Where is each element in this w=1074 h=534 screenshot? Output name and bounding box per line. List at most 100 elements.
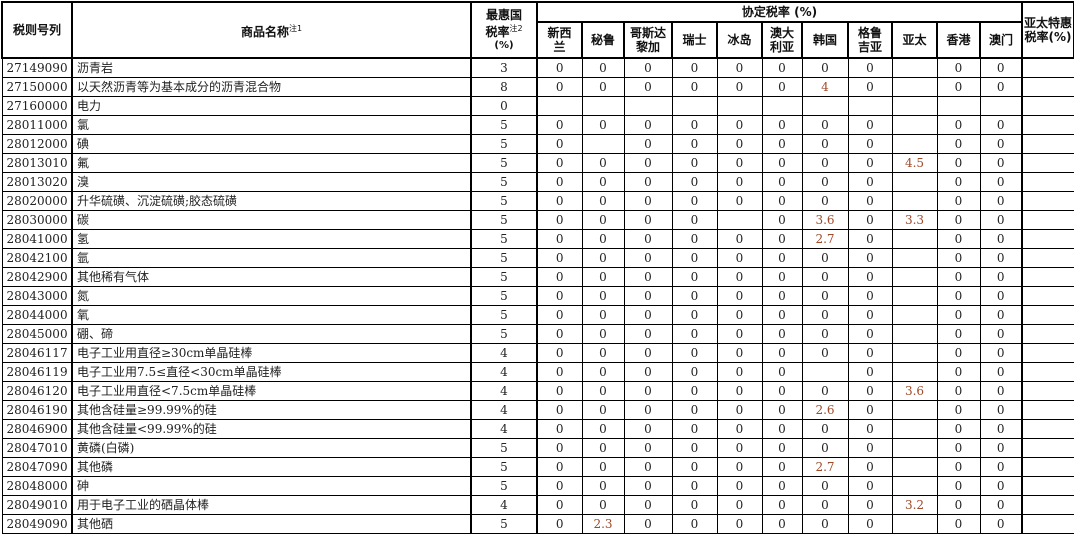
tariff-code: 28012000 <box>1 134 73 154</box>
agreement-rate: 0 <box>979 134 1023 154</box>
apta-special-rate <box>1021 115 1074 135</box>
agreement-rate <box>761 96 803 116</box>
agreement-rate: 0 <box>936 400 981 420</box>
product-name: 溴 <box>71 172 472 192</box>
agreement-rate: 0 <box>761 324 803 344</box>
agreement-rate: 0 <box>716 438 763 458</box>
mfn-rate: 5 <box>470 286 538 306</box>
tariff-code: 28041000 <box>1 229 73 249</box>
agreement-rate: 0 <box>671 400 718 420</box>
agreement-rate: 0 <box>671 191 718 211</box>
agreement-rate: 0 <box>761 514 803 534</box>
mfn-rate: 5 <box>470 172 538 192</box>
agreement-rate: 0 <box>671 267 718 287</box>
table-row: 28046117 电子工业用直径≥30cm单晶硅棒 4 0 0 0 0 0 0 0 0 0 0 <box>1 343 1074 363</box>
agreement-rate: 0 <box>801 267 849 287</box>
header-country: 哥斯达黎加 <box>623 21 673 59</box>
agreement-rate: 0 <box>671 210 718 230</box>
agreement-rate <box>891 229 938 249</box>
agreement-rate: 0 <box>979 57 1023 78</box>
agreement-rate: 0 <box>936 267 981 287</box>
agreement-rate: 0 <box>536 77 583 97</box>
agreement-rate: 0 <box>936 134 981 154</box>
agreement-rate: 0 <box>847 514 893 534</box>
agreement-rate: 0 <box>536 191 583 211</box>
mfn-rate: 5 <box>470 476 538 496</box>
agreement-rate <box>979 96 1023 116</box>
table-row: 27160000 电力 0 <box>1 96 1074 116</box>
mfn-rate: 5 <box>470 134 538 154</box>
agreement-rate: 0 <box>801 476 849 496</box>
table-row: 28047090 其他磷 5 0 0 0 0 0 0 2.7 0 0 0 <box>1 457 1074 477</box>
agreement-rate: 0 <box>623 324 673 344</box>
agreement-rate: 0 <box>536 172 583 192</box>
header-mfn-line2-text: 税率 <box>485 24 510 39</box>
agreement-rate: 0 <box>761 191 803 211</box>
agreement-rate: 0 <box>671 343 718 363</box>
agreement-rate: 0 <box>979 381 1023 401</box>
agreement-rate: 3.3 <box>891 210 938 230</box>
agreement-rate: 0 <box>671 476 718 496</box>
agreement-rate: 0 <box>581 438 625 458</box>
agreement-rate: 0 <box>536 419 583 439</box>
agreement-rate: 0 <box>847 400 893 420</box>
tariff-code: 28030000 <box>1 210 73 230</box>
agreement-rate: 0 <box>801 495 849 515</box>
agreement-rate: 0 <box>623 172 673 192</box>
agreement-rate: 0 <box>761 153 803 173</box>
agreement-rate: 0 <box>936 362 981 382</box>
mfn-rate: 0 <box>470 96 538 116</box>
agreement-rate: 0 <box>671 495 718 515</box>
header-agreement: 协定税率 (%) <box>536 1 1023 23</box>
agreement-rate: 0 <box>536 305 583 325</box>
agreement-rate: 0 <box>581 362 625 382</box>
agreement-rate: 0 <box>761 134 803 154</box>
agreement-rate: 0 <box>847 57 893 78</box>
agreement-rate: 0 <box>623 210 673 230</box>
table-row: 27149090 沥青岩 3 0 0 0 0 0 0 0 0 0 0 <box>1 57 1074 78</box>
agreement-rate: 0 <box>979 172 1023 192</box>
agreement-rate: 0 <box>623 77 673 97</box>
apta-special-rate <box>1021 153 1074 173</box>
agreement-rate: 0 <box>536 400 583 420</box>
agreement-rate: 0 <box>671 305 718 325</box>
agreement-rate: 0 <box>936 115 981 135</box>
tariff-code: 28044000 <box>1 305 73 325</box>
table-row: 28046119 电子工业用7.5≤直径<30cm单晶硅棒 4 0 0 0 0 0 0 0 0 0 <box>1 362 1074 382</box>
agreement-rate: 0 <box>801 134 849 154</box>
agreement-rate <box>891 191 938 211</box>
agreement-rate <box>581 96 625 116</box>
agreement-rate: 0 <box>716 381 763 401</box>
header-country: 香港 <box>936 21 981 59</box>
agreement-rate: 0 <box>671 134 718 154</box>
product-name: 电子工业用直径≥30cm单晶硅棒 <box>71 343 472 363</box>
agreement-rate: 0 <box>936 191 981 211</box>
agreement-rate: 0 <box>936 248 981 268</box>
agreement-rate: 0 <box>761 57 803 78</box>
mfn-rate: 5 <box>470 115 538 135</box>
agreement-rate <box>847 96 893 116</box>
agreement-rate: 0 <box>847 191 893 211</box>
agreement-rate: 0 <box>581 267 625 287</box>
table-row: 28049010 用于电子工业的硒晶体棒 4 0 0 0 0 0 0 0 0 3.2 0 0 <box>1 495 1074 515</box>
mfn-rate: 4 <box>470 419 538 439</box>
agreement-rate: 0 <box>761 229 803 249</box>
mfn-rate: 5 <box>470 514 538 534</box>
agreement-rate: 0 <box>581 57 625 78</box>
agreement-rate: 0 <box>847 324 893 344</box>
agreement-rate: 0 <box>936 229 981 249</box>
agreement-rate: 0 <box>536 248 583 268</box>
agreement-rate: 0 <box>716 191 763 211</box>
agreement-rate: 0 <box>801 57 849 78</box>
agreement-rate: 0 <box>623 191 673 211</box>
agreement-rate: 0 <box>936 57 981 78</box>
agreement-rate: 0 <box>847 419 893 439</box>
note-2: 注2 <box>509 23 523 33</box>
mfn-rate: 5 <box>470 324 538 344</box>
agreement-rate: 0 <box>536 476 583 496</box>
mfn-rate: 5 <box>470 248 538 268</box>
agreement-rate: 0 <box>581 210 625 230</box>
table-row: 28045000 硼、碲 5 0 0 0 0 0 0 0 0 0 0 <box>1 324 1074 344</box>
agreement-rate: 0 <box>801 286 849 306</box>
mfn-rate: 5 <box>470 153 538 173</box>
